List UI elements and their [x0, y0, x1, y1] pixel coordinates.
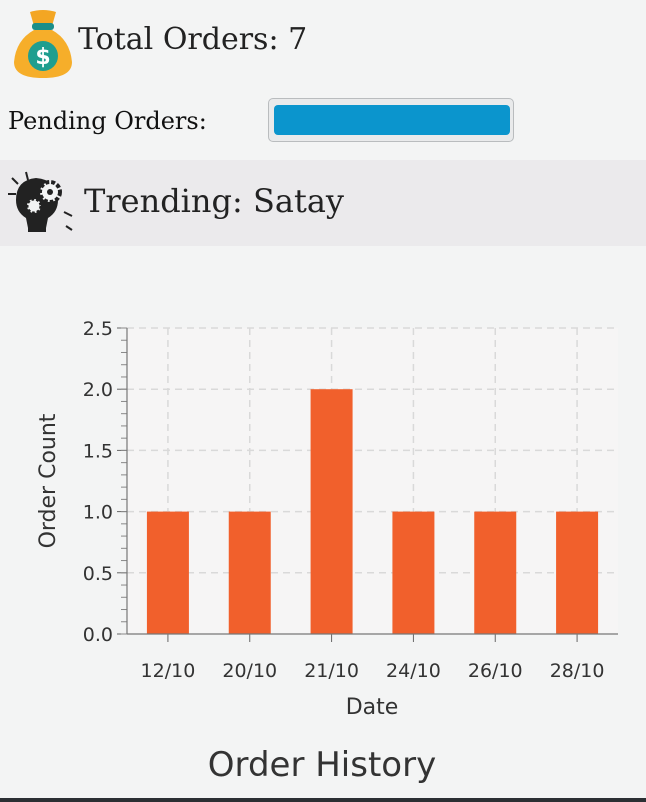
bar-26/10	[474, 511, 517, 634]
lightbulb-gears-icon	[8, 171, 73, 232]
bar-20/10	[228, 511, 271, 634]
total-orders-label: Total Orders: 7	[78, 22, 308, 57]
chart-title: Order History	[208, 745, 436, 785]
y-axis-label: Order Count	[36, 413, 61, 548]
total-orders-row: $ Total Orders: 7	[0, 0, 646, 88]
x-tick-label: 26/10	[468, 660, 523, 682]
y-tick-label: 2.5	[83, 318, 113, 340]
trending-label: Trending: Satay	[84, 182, 344, 220]
bar-21/10	[310, 389, 353, 634]
x-tick-label: 21/10	[304, 660, 359, 682]
pending-orders-progress	[268, 98, 514, 142]
x-axis: 12/10 20/10 21/10 24/10 26/10 28/10	[127, 633, 618, 682]
y-tick-label: 2.0	[83, 379, 113, 401]
bar-28/10	[556, 511, 599, 634]
plot-area	[127, 328, 618, 634]
x-tick-label: 28/10	[550, 660, 605, 682]
y-tick-label: 1.0	[83, 502, 113, 524]
y-tick-label: 1.5	[83, 440, 113, 462]
pending-orders-progress-fill	[274, 105, 510, 135]
y-axis: 0.0 0.5 1.0 1.5 2.0 2.5	[83, 318, 128, 646]
bar-12/10	[146, 511, 189, 634]
x-tick-label: 24/10	[386, 660, 441, 682]
x-tick-label: 20/10	[222, 660, 277, 682]
y-tick-label: 0.5	[83, 563, 113, 585]
bar-24/10	[392, 511, 435, 634]
pending-orders-label: Pending Orders:	[8, 107, 207, 135]
svg-text:$: $	[35, 45, 50, 70]
x-tick-label: 12/10	[141, 660, 196, 682]
trending-row: Trending: Satay	[0, 160, 646, 246]
money-bag-icon: $	[14, 10, 72, 78]
chart-bars	[146, 389, 599, 634]
window-bottom-border	[0, 798, 646, 802]
pending-orders-row: Pending Orders:	[0, 95, 646, 149]
order-history-chart: 0.0 0.5 1.0 1.5 2.0 2.5 12/10 20/10 21/10 24/10 2…	[36, 318, 618, 785]
x-axis-label: Date	[346, 695, 399, 720]
y-tick-label: 0.0	[83, 624, 113, 646]
